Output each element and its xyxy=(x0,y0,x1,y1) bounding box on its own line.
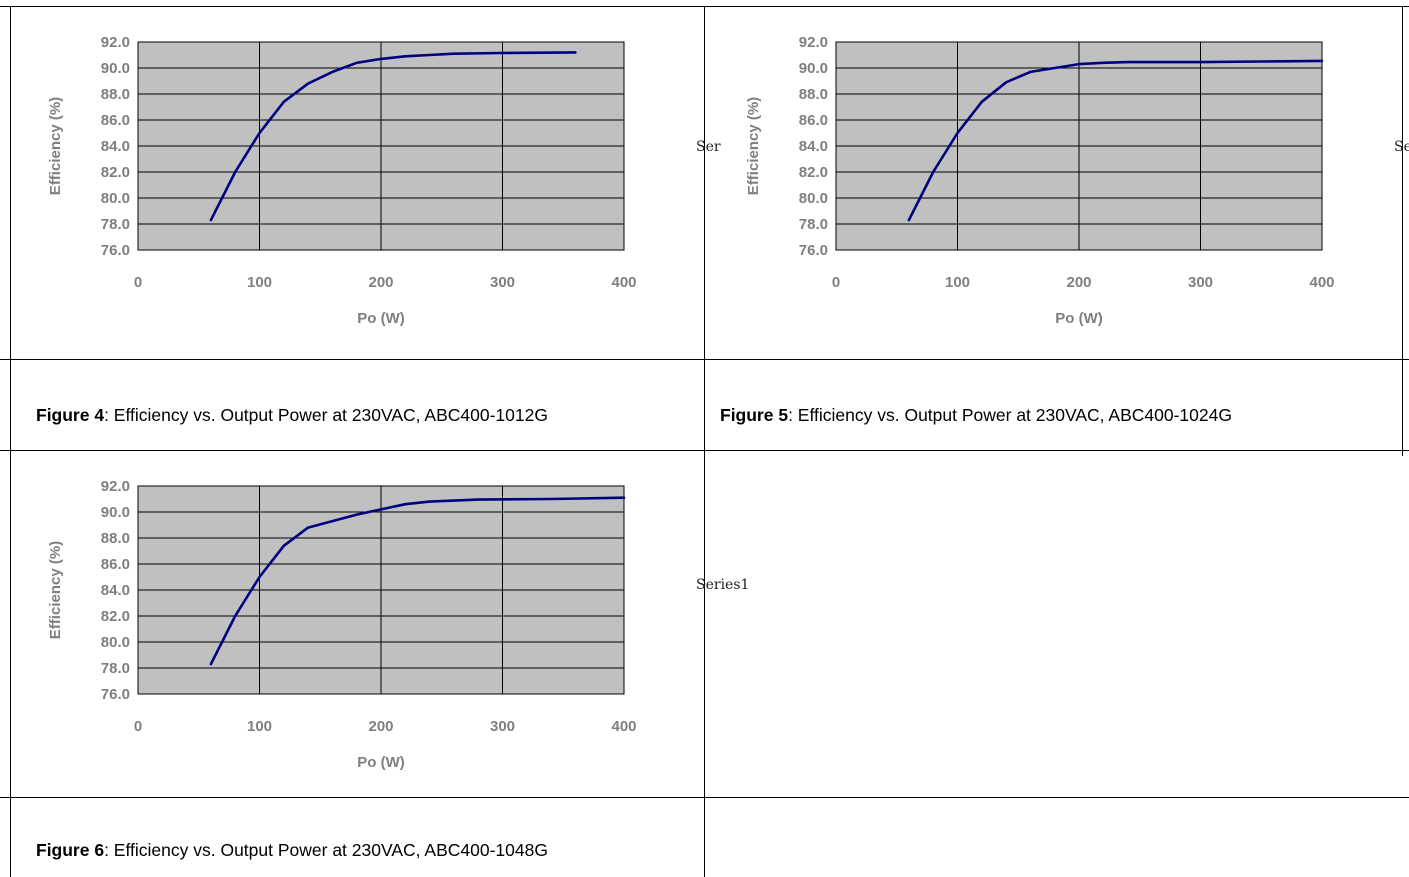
y-axis-title: Efficiency (%) xyxy=(47,541,64,639)
x-tick-label: 400 xyxy=(611,718,636,735)
x-tick-label: 200 xyxy=(1066,274,1091,291)
x-axis-title: Po (W) xyxy=(357,310,404,327)
y-tick-label: 76.0 xyxy=(101,686,130,703)
y-axis-title: Efficiency (%) xyxy=(47,97,64,195)
x-tick-label: 0 xyxy=(832,274,840,291)
x-tick-label: 0 xyxy=(134,274,142,291)
y-tick-label: 86.0 xyxy=(101,556,130,573)
y-tick-label: 76.0 xyxy=(101,242,130,259)
y-tick-label: 84.0 xyxy=(101,582,130,599)
y-tick-label: 80.0 xyxy=(101,634,130,651)
y-axis-title: Efficiency (%) xyxy=(745,97,762,195)
y-tick-label: 92.0 xyxy=(799,34,828,51)
y-tick-label: 90.0 xyxy=(101,504,130,521)
table-border-right xyxy=(1402,6,1403,456)
caption-figure-6-text: : Efficiency vs. Output Power at 230VAC,… xyxy=(104,840,548,860)
x-tick-label: 400 xyxy=(1309,274,1334,291)
caption-figure-4-text: : Efficiency vs. Output Power at 230VAC,… xyxy=(104,405,548,425)
caption-figure-6-label: Figure 6 xyxy=(36,840,105,860)
x-tick-label: 0 xyxy=(134,718,142,735)
y-tick-label: 76.0 xyxy=(799,242,828,259)
x-axis-title: Po (W) xyxy=(1055,310,1102,327)
y-tick-label: 90.0 xyxy=(799,60,828,77)
y-tick-label: 92.0 xyxy=(101,34,130,51)
y-tick-label: 78.0 xyxy=(101,660,130,677)
y-tick-label: 92.0 xyxy=(101,478,130,495)
table-border-left xyxy=(10,6,11,877)
caption-figure-5-text: : Efficiency vs. Output Power at 230VAC,… xyxy=(788,405,1232,425)
y-tick-label: 86.0 xyxy=(101,112,130,129)
caption-figure-4-label: Figure 4 xyxy=(36,405,105,425)
x-tick-label: 300 xyxy=(1188,274,1213,291)
x-tick-label: 200 xyxy=(368,274,393,291)
y-tick-label: 90.0 xyxy=(101,60,130,77)
table-border-middle xyxy=(704,6,705,877)
efficiency-chart-figure-5: 92.0 90.0 88.0 86.0 84.0 82.0 80.0 78.0 76.00 100… xyxy=(745,34,1335,327)
y-tick-label: 86.0 xyxy=(799,112,828,129)
y-tick-label: 82.0 xyxy=(101,608,130,625)
y-tick-label: 88.0 xyxy=(101,86,130,103)
series-label-fig6: Series1 xyxy=(696,577,750,593)
x-tick-label: 100 xyxy=(247,718,272,735)
y-tick-label: 88.0 xyxy=(101,530,130,547)
x-tick-label: 300 xyxy=(490,718,515,735)
y-tick-label: 78.0 xyxy=(101,216,130,233)
caption-figure-6: Figure 6: Efficiency vs. Output Power at… xyxy=(36,840,548,861)
caption-figure-5: Figure 5: Efficiency vs. Output Power at… xyxy=(720,405,1232,426)
y-tick-label: 84.0 xyxy=(799,138,828,155)
y-tick-label: 88.0 xyxy=(799,86,828,103)
series-label-fig5-right: Se xyxy=(1394,139,1409,155)
x-tick-label: 200 xyxy=(368,718,393,735)
x-axis-title: Po (W) xyxy=(357,754,404,771)
x-tick-label: 400 xyxy=(611,274,636,291)
x-tick-label: 300 xyxy=(490,274,515,291)
efficiency-chart-figure-4: 92.0 90.0 88.0 86.0 84.0 82.0 80.0 78.0 76.00 100… xyxy=(47,34,637,327)
y-tick-label: 78.0 xyxy=(799,216,828,233)
y-tick-label: 80.0 xyxy=(799,190,828,207)
x-tick-label: 100 xyxy=(247,274,272,291)
caption-figure-5-label: Figure 5 xyxy=(720,405,789,425)
y-tick-label: 84.0 xyxy=(101,138,130,155)
y-tick-label: 80.0 xyxy=(101,190,130,207)
efficiency-chart-figure-6: 92.0 90.0 88.0 86.0 84.0 82.0 80.0 78.0 76.00 100… xyxy=(47,478,637,771)
series-label-fig5-left: Ser xyxy=(696,139,721,155)
caption-figure-4: Figure 4: Efficiency vs. Output Power at… xyxy=(36,405,548,426)
x-tick-label: 100 xyxy=(945,274,970,291)
y-tick-label: 82.0 xyxy=(799,164,828,181)
y-tick-label: 82.0 xyxy=(101,164,130,181)
